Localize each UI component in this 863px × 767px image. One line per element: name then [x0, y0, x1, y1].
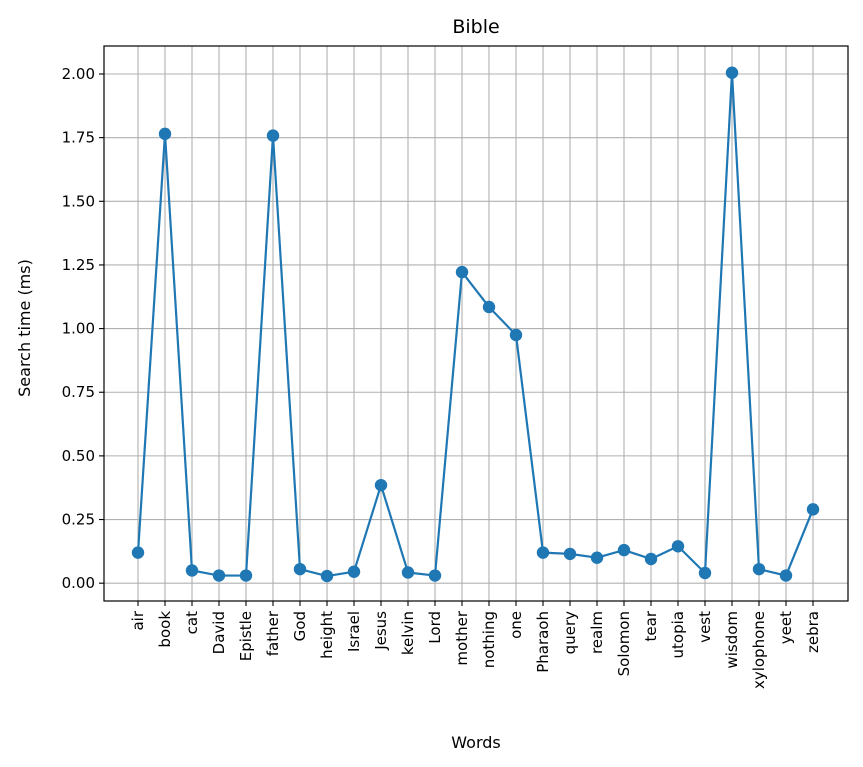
x-tick-label: query [561, 611, 579, 654]
x-tick-label: Jesus [372, 611, 390, 651]
y-axis-label: Search time (ms) [15, 259, 34, 397]
data-point-lord [428, 569, 442, 582]
data-point-solomon [617, 543, 631, 557]
data-point-query [563, 547, 577, 561]
data-point-realm [590, 551, 604, 564]
x-tick-label: father [264, 610, 282, 656]
x-tick-label: utopia [669, 611, 687, 658]
series-polyline [136, 71, 815, 578]
y-tick-label: 0.50 [62, 447, 95, 465]
x-tick-label: tear [642, 610, 660, 641]
y-tick-label: 0.75 [62, 383, 95, 401]
y-tick-label: 1.50 [62, 192, 95, 210]
data-point-father [266, 129, 280, 142]
data-point-utopia [671, 540, 685, 553]
data-point-israel [347, 565, 361, 578]
y-tick-label: 2.00 [62, 65, 95, 83]
x-tick-label: Pharaoh [534, 611, 552, 673]
x-tick-label: cat [183, 611, 201, 634]
data-point-cat [185, 564, 199, 577]
x-tick-label: zebra [804, 611, 822, 653]
data-point-nothing [482, 300, 496, 314]
x-tick-label: God [291, 611, 309, 641]
x-tick-label: yeet [777, 611, 795, 644]
x-tick-label: book [156, 611, 174, 648]
data-point-god [293, 562, 307, 576]
y-tick-label: 1.25 [62, 256, 95, 274]
y-tick-label: 0.25 [62, 511, 95, 529]
data-point-kelvin [401, 566, 415, 579]
data-point-height [320, 569, 334, 583]
y-tick-label: 1.00 [62, 320, 95, 338]
data-point-book [158, 127, 172, 141]
y-tick-label: 1.75 [62, 129, 95, 147]
x-tick-label: Israel [345, 611, 363, 652]
x-tick-label: Solomon [615, 611, 633, 676]
series-line [131, 66, 820, 583]
data-point-pharaoh [536, 546, 550, 559]
data-point-mother [455, 265, 469, 279]
x-axis-label: Words [451, 733, 500, 752]
x-tick-label: vest [696, 611, 714, 643]
plot-frame [103, 45, 849, 602]
data-point-david [212, 569, 226, 582]
data-point-tear [644, 552, 658, 566]
data-point-zebra [806, 503, 820, 516]
x-tick-label: mother [453, 610, 471, 665]
data-point-jesus [374, 478, 388, 492]
ticks: 0.00 0.25 0.50 0.75 1.00 1.25 1.50 1.75 2.00 air b… [62, 65, 822, 689]
x-tick-label: air [129, 610, 147, 630]
x-tick-label: nothing [480, 611, 498, 668]
x-tick-label: David [210, 611, 228, 654]
x-tick-label: wisdom [723, 611, 741, 669]
x-tick-label: one [507, 611, 525, 639]
data-point-one [509, 328, 523, 342]
data-point-air [131, 546, 145, 559]
x-tick-label: Epistle [237, 611, 255, 661]
data-point-wisdom [725, 66, 739, 79]
x-tick-label: kelvin [399, 611, 417, 655]
data-point-vest [698, 566, 712, 580]
x-tick-label: xylophone [750, 611, 768, 689]
chart-title: Bible [452, 16, 499, 38]
x-tick-label: Lord [426, 611, 444, 644]
y-tick-label: 0.00 [62, 574, 95, 592]
data-point-xylophone [752, 562, 766, 576]
data-point-yeet [779, 569, 793, 582]
x-tick-label: height [318, 611, 336, 659]
x-tick-label: realm [588, 611, 606, 654]
data-point-epistle [239, 569, 253, 582]
